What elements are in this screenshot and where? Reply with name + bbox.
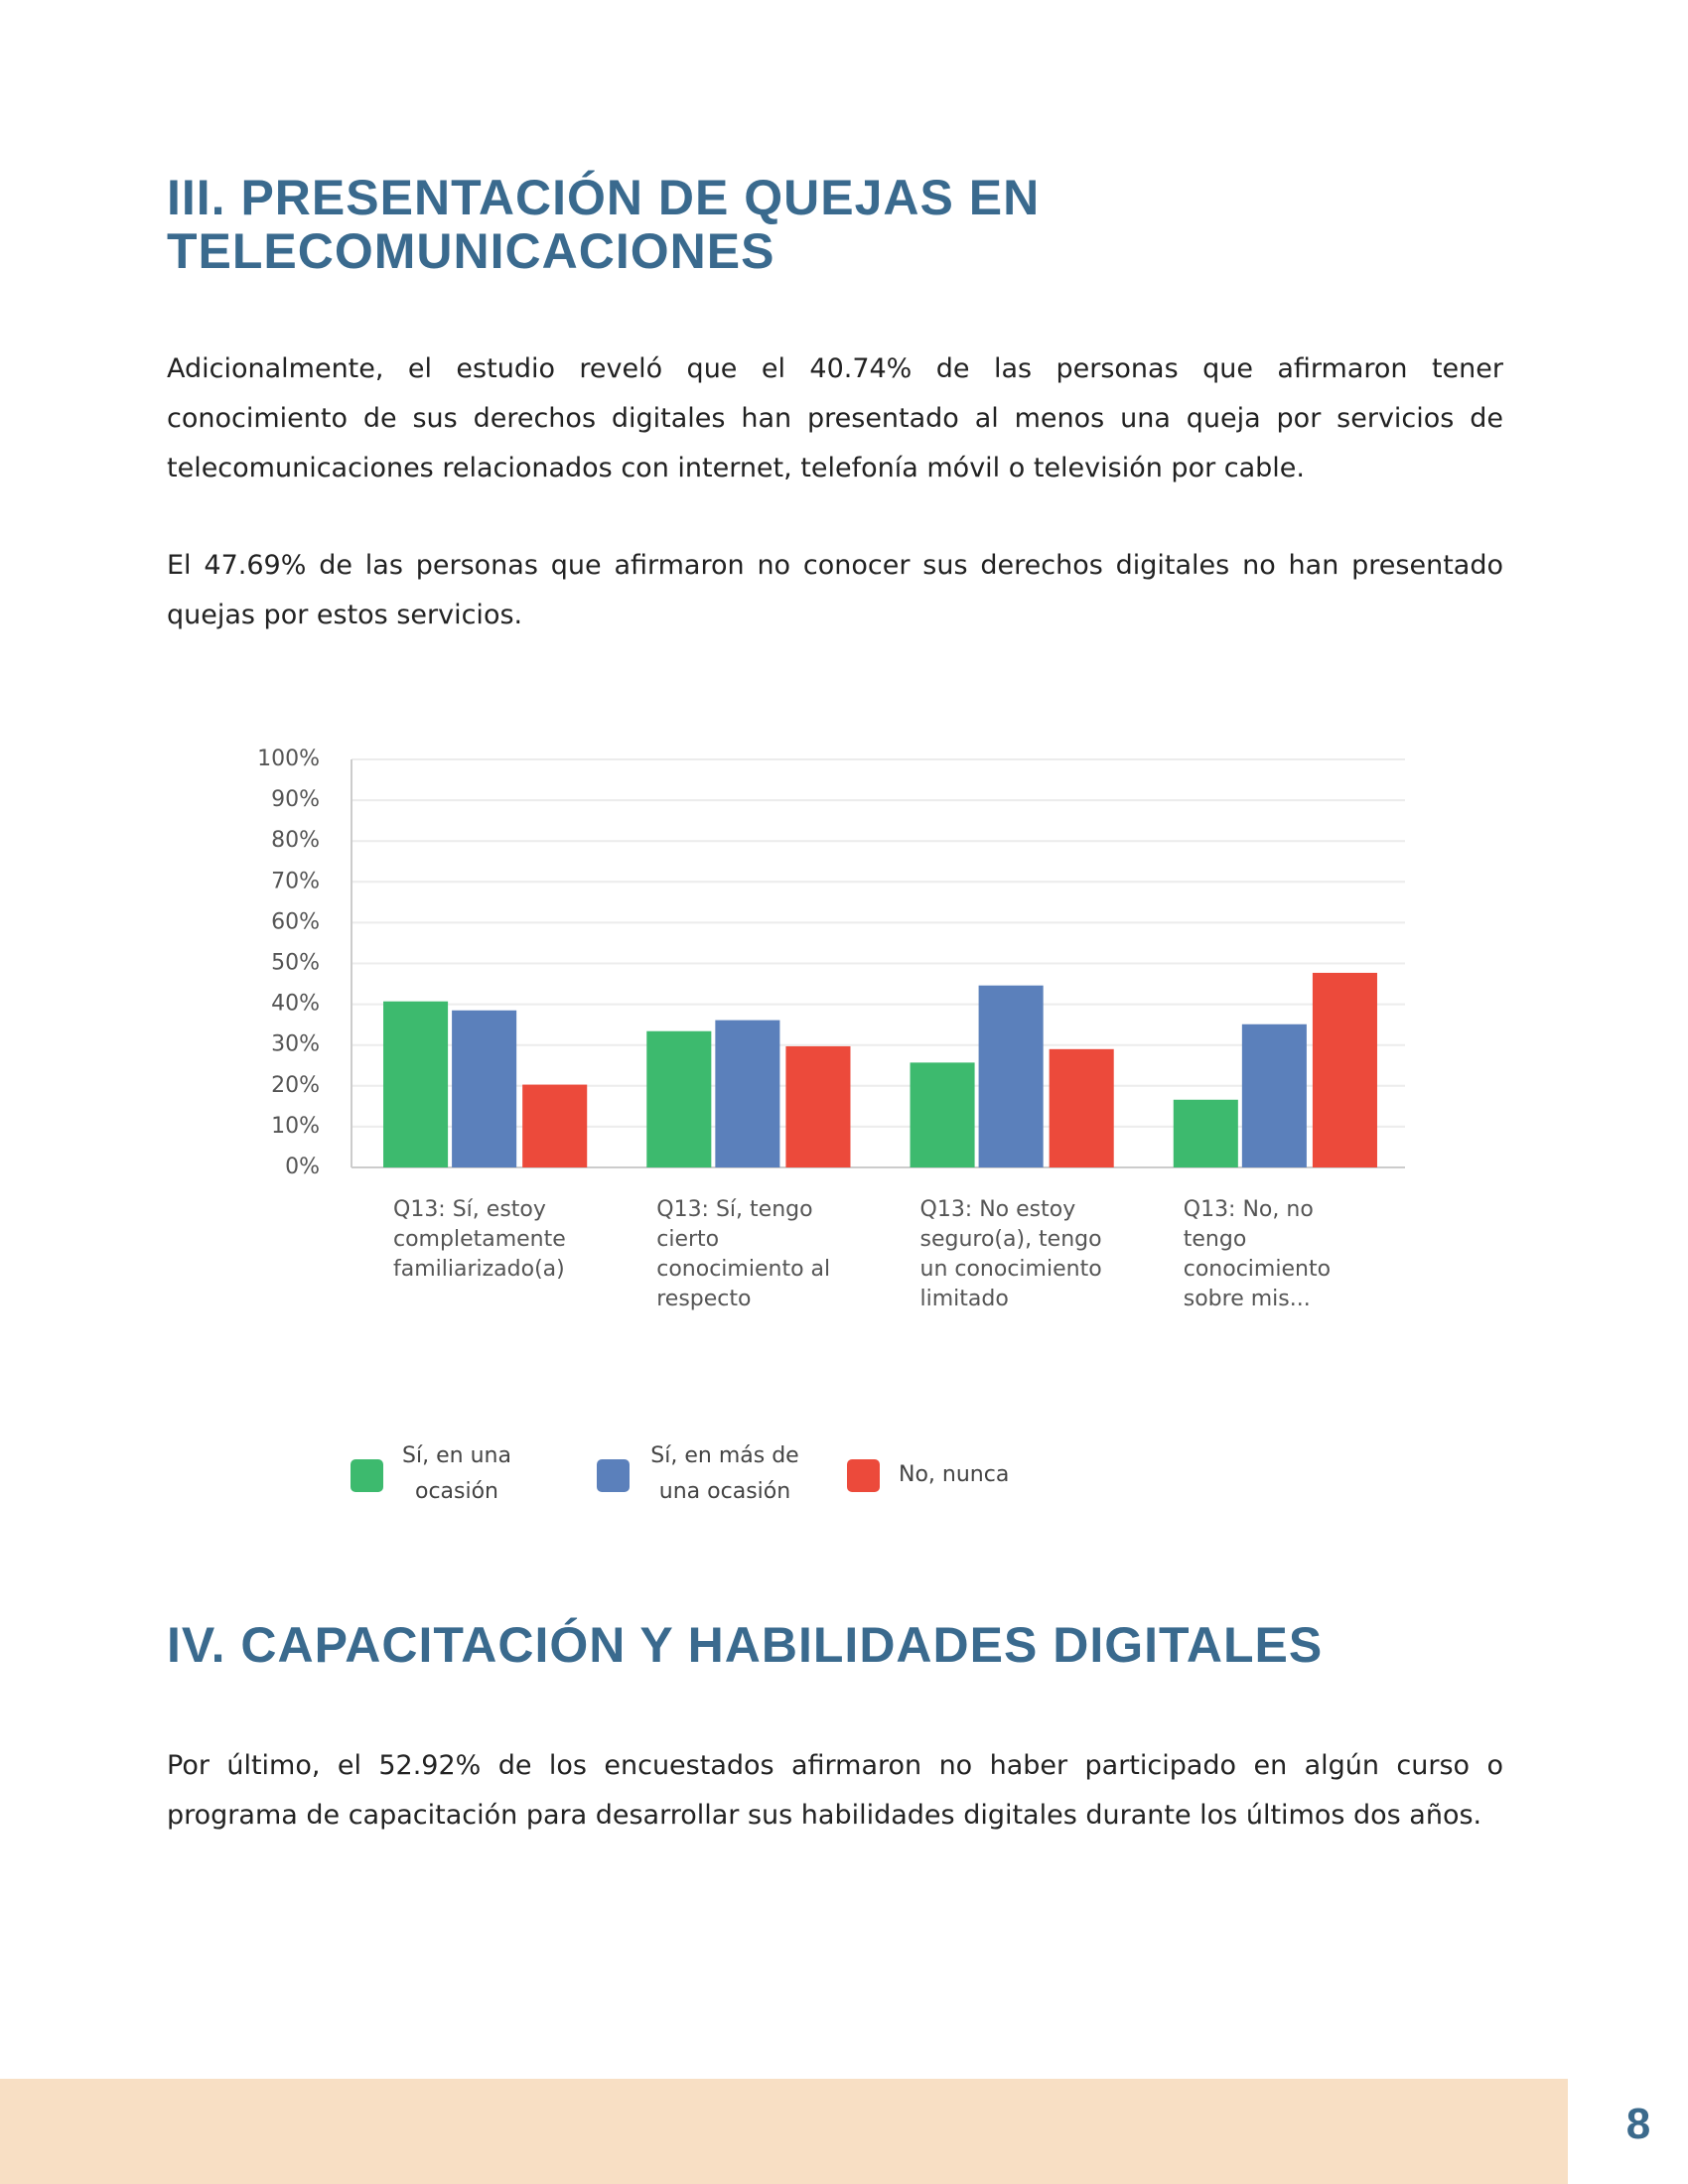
y-tick-label: 0% <box>285 1155 320 1179</box>
y-tick-label: 90% <box>271 787 320 812</box>
bar <box>522 1084 588 1167</box>
section-heading: IV. CAPACITACIÓN Y HABILIDADES DIGITALES <box>167 1617 1324 1673</box>
bar <box>1049 1048 1114 1167</box>
page-number: 8 <box>1625 2100 1651 2148</box>
y-tick-label: 60% <box>271 909 320 934</box>
y-tick-label: 80% <box>271 828 320 853</box>
legend-label: Sí, en más de una ocasión <box>650 1443 799 1504</box>
x-tick-label: Q13: No, no tengo conocimiento sobre mis… <box>1183 1197 1332 1311</box>
paragraph: Adicionalmente, el estudio reveló que el… <box>167 353 1503 483</box>
paragraph: El 47.69% de las personas que afirmaron … <box>167 550 1503 630</box>
bar <box>646 1030 712 1167</box>
bar <box>715 1020 780 1167</box>
paragraph: Por último, el 52.92% de los encuestados… <box>167 1750 1503 1831</box>
bar <box>452 1010 517 1167</box>
bar <box>1173 1099 1238 1167</box>
y-tick-label: 100% <box>257 747 320 771</box>
legend-swatch <box>847 1459 880 1492</box>
y-tick-label: 30% <box>271 1032 320 1057</box>
footer-band <box>0 2079 1568 2184</box>
y-tick-label: 50% <box>271 951 320 976</box>
legend-label: Sí, en una ocasión <box>402 1443 511 1504</box>
y-tick-label: 10% <box>271 1114 320 1139</box>
legend-swatch <box>351 1459 383 1492</box>
bar <box>1312 972 1377 1167</box>
x-tick-label: Q13: No estoy seguro(a), tengo un conoci… <box>919 1197 1102 1311</box>
x-tick-label: Q13: Sí, tengo cierto conocimiento al re… <box>656 1197 831 1311</box>
y-tick-label: 40% <box>271 992 320 1017</box>
legend-label: No, nunca <box>899 1462 1010 1487</box>
section-heading: III. PRESENTACIÓN DE QUEJAS EN TELECOMUN… <box>167 170 1041 279</box>
legend-swatch <box>597 1459 630 1492</box>
x-tick-label: Q13: Sí, estoy completamente familiariza… <box>393 1197 566 1282</box>
y-tick-label: 70% <box>271 869 320 893</box>
bar <box>1241 1024 1307 1167</box>
bar <box>978 985 1044 1167</box>
bar <box>785 1045 851 1167</box>
bar <box>910 1062 975 1167</box>
y-tick-label: 20% <box>271 1073 320 1098</box>
bar <box>383 1001 449 1167</box>
